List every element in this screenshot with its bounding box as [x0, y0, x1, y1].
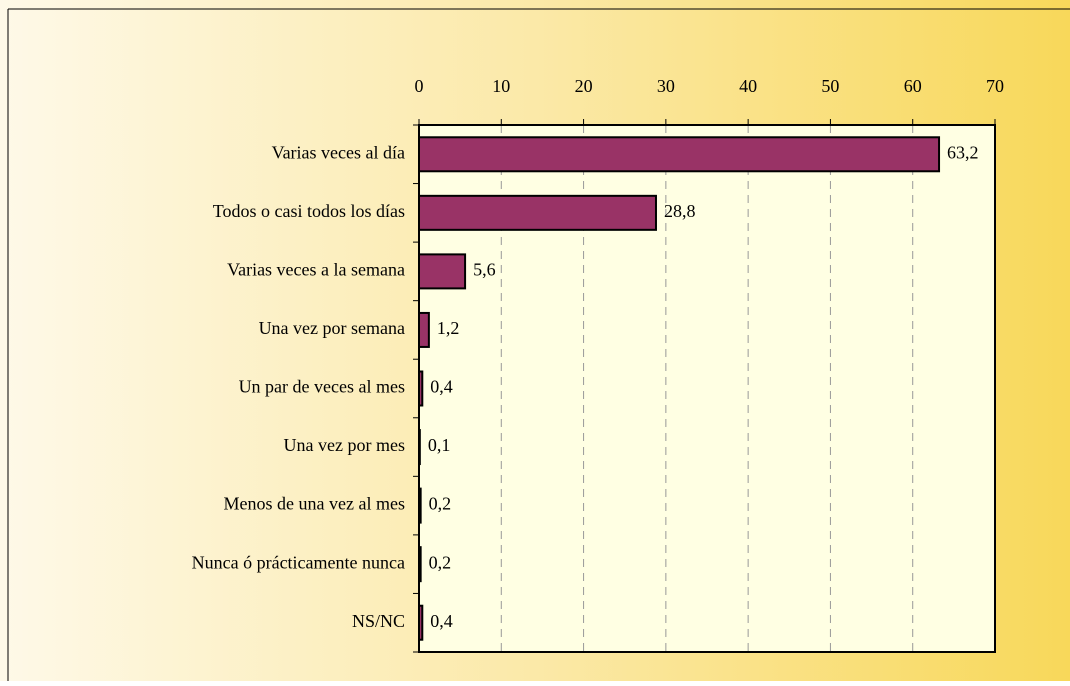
x-tick-label: 0 [415, 76, 424, 96]
bar [418, 136, 941, 173]
value-label: 0,4 [430, 377, 453, 397]
x-tick-label: 30 [657, 76, 675, 96]
y-tick-label: Menos de una vez al mes [224, 494, 405, 514]
value-label: 1,2 [437, 318, 460, 338]
value-label: 5,6 [473, 260, 496, 280]
y-tick-label: Una vez por mes [284, 435, 405, 455]
x-tick-label: 70 [986, 76, 1004, 96]
y-tick-label: Varias veces al día [272, 142, 405, 162]
y-tick-label: Varias veces a la semana [227, 260, 405, 280]
y-tick-label: NS/NC [352, 611, 405, 631]
y-tick-label: Nunca ó prácticamente nunca [192, 552, 405, 572]
x-tick-label: 60 [904, 76, 922, 96]
plot-border [418, 124, 996, 653]
value-label: 0,2 [429, 552, 452, 572]
value-label: 28,8 [664, 201, 696, 221]
value-label: 0,2 [429, 494, 452, 514]
bar [418, 194, 657, 231]
x-tick-label: 20 [575, 76, 593, 96]
y-tick-label: Un par de veces al mes [239, 377, 405, 397]
x-tick-label: 50 [821, 76, 839, 96]
value-label: 0,4 [430, 611, 453, 631]
value-label: 63,2 [947, 142, 979, 162]
bar [418, 253, 467, 290]
y-tick-label: Una vez por semana [259, 318, 405, 338]
x-tick-label: 10 [492, 76, 510, 96]
y-tick-label: Todos o casi todos los días [213, 201, 405, 221]
x-tick-label: 40 [739, 76, 757, 96]
value-label: 0,1 [428, 435, 451, 455]
bar [418, 311, 430, 348]
